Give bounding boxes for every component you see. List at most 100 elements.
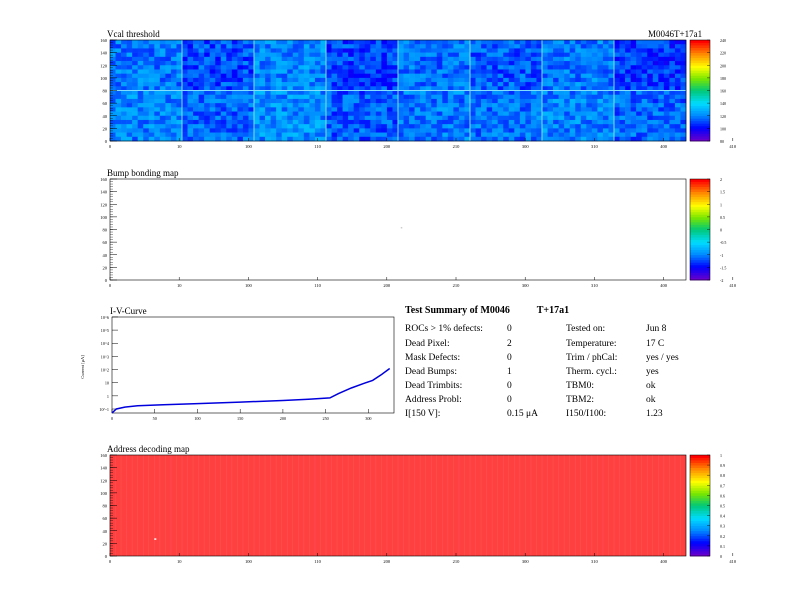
vcal-pixel <box>137 73 144 79</box>
vcal-pixel <box>674 44 681 49</box>
vcal-pixel <box>420 56 426 62</box>
vcal-pixel <box>652 128 659 133</box>
vcal-pixel <box>148 40 155 45</box>
vcal-pixel <box>270 115 277 121</box>
vcal-pixel <box>392 94 399 100</box>
vcal-pixel <box>148 73 155 79</box>
vcal-pixel <box>674 65 681 70</box>
vcal-pixel <box>470 82 476 87</box>
vcal-pixel <box>370 82 377 87</box>
vcal-pixel <box>182 77 188 83</box>
vcal-pixel <box>453 61 460 66</box>
summary-left-value: 1 <box>507 367 512 377</box>
vcal-pixel <box>364 56 371 62</box>
iv-x-tick-label: 0 <box>111 416 113 421</box>
vcal-pixel <box>481 65 487 70</box>
vcal-pixel <box>375 86 382 91</box>
colorbar-segment <box>690 67 710 71</box>
vcal-pixel <box>110 48 116 53</box>
y-tick-label: 60 <box>103 240 108 245</box>
vcal-pixel <box>231 65 238 70</box>
vcal-pixel <box>270 132 277 138</box>
vcal-pixel <box>503 77 510 83</box>
vcal-pixel <box>447 132 454 138</box>
vcal-pixel <box>652 73 659 79</box>
vcal-pixel <box>154 82 161 87</box>
vcal-pixel <box>110 56 116 62</box>
vcal-pixel <box>619 115 626 121</box>
vcal-pixel <box>674 94 681 100</box>
vcal-pixel <box>497 107 504 112</box>
vcal-pixel <box>320 128 327 133</box>
vcal-pixel <box>464 61 471 66</box>
vcal-pixel <box>647 94 654 100</box>
vcal-pixel <box>375 82 382 87</box>
vcal-pixel <box>447 56 454 62</box>
vcal-pixel <box>353 61 360 66</box>
vcal-pixel <box>608 132 615 138</box>
vcal-pixel <box>193 111 199 117</box>
vcal-pixel <box>586 40 593 45</box>
vcal-pixel <box>198 124 205 129</box>
vcal-pixel <box>348 119 354 125</box>
vcal-pixel <box>542 56 548 62</box>
vcal-pixel <box>658 90 665 96</box>
vcal-pixel <box>320 94 327 100</box>
vcal-pixel <box>121 136 127 142</box>
vcal-pixel <box>486 132 493 138</box>
vcal-pixel <box>143 86 150 91</box>
vcal-pixel <box>265 44 271 49</box>
vcal-pixel <box>536 136 543 142</box>
vcal-pixel <box>597 82 604 87</box>
vcal-pixel <box>270 111 277 117</box>
vcal-pixel <box>326 132 332 138</box>
vcal-pixel <box>431 77 438 83</box>
vcal-pixel <box>182 52 188 58</box>
vcal-pixel <box>409 61 415 66</box>
vcal-pixel <box>591 128 598 133</box>
vcal-pixel <box>326 48 332 53</box>
vcal-pixel <box>619 82 626 87</box>
vcal-pixel <box>481 119 487 125</box>
vcal-pixel <box>159 107 166 112</box>
vcal-pixel <box>353 82 360 87</box>
vcal-pixel <box>558 52 565 58</box>
address-colorbar-label: 0.7 <box>720 483 725 488</box>
vcal-pixel <box>298 86 305 91</box>
vcal-pixel <box>220 56 227 62</box>
vcal-pixel <box>121 103 127 108</box>
vcal-pixel <box>597 94 604 100</box>
vcal-pixel <box>497 98 504 104</box>
vcal-pixel <box>209 82 216 87</box>
vcal-pixel <box>331 77 338 83</box>
vcal-pixel <box>231 111 238 117</box>
vcal-pixel <box>226 65 233 70</box>
vcal-pixel <box>619 119 626 125</box>
vcal-pixel <box>259 124 266 129</box>
vcal-pixel <box>215 48 222 53</box>
vcal-pixel <box>193 69 199 74</box>
vcal-pixel <box>569 98 576 104</box>
vcal-pixel <box>547 90 554 96</box>
vcal-pixel <box>320 48 327 53</box>
vcal-pixel <box>226 82 233 87</box>
vcal-pixel <box>470 73 476 79</box>
vcal-pixel <box>492 86 498 91</box>
vcal-pixel <box>669 111 676 117</box>
vcal-pixel <box>514 77 521 83</box>
vcal-pixel <box>658 119 665 125</box>
vcal-pixel <box>320 136 327 142</box>
vcal-pixel <box>182 136 188 142</box>
vcal-pixel <box>436 90 443 96</box>
vcal-pixel <box>386 69 393 74</box>
vcal-pixel <box>148 128 155 133</box>
vcal-pixel <box>176 44 183 49</box>
vcal-pixel <box>132 73 138 79</box>
vcal-pixel <box>242 44 249 49</box>
vcal-pixel <box>425 61 432 66</box>
vcal-pixel <box>680 86 687 91</box>
bump-colorbar-label: 1 <box>720 202 722 207</box>
vcal-pixel <box>381 65 388 70</box>
vcal-pixel <box>276 40 282 45</box>
y-tick-label: 20 <box>103 126 108 131</box>
